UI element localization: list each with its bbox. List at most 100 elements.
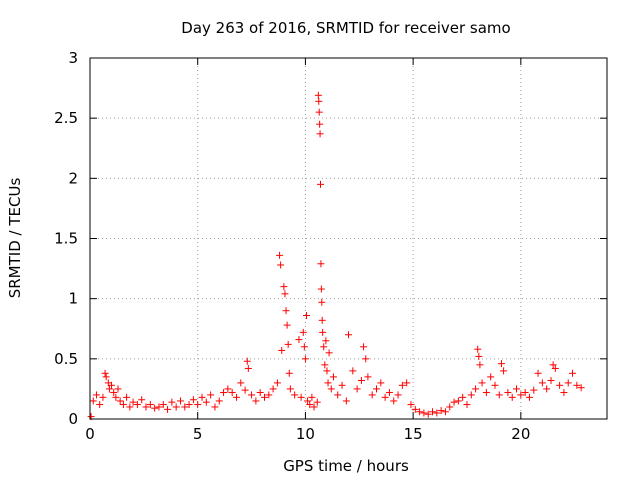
data-point-marker (573, 381, 581, 389)
data-point-marker (569, 369, 577, 377)
data-point-marker (349, 367, 357, 375)
data-point-marker (114, 385, 122, 393)
data-point-marker (96, 401, 104, 409)
data-point-marker (252, 397, 260, 405)
data-point-marker (276, 251, 284, 259)
data-point-marker (429, 408, 437, 416)
data-point-marker (338, 381, 346, 389)
data-point-marker (497, 360, 505, 368)
data-point-marker (329, 373, 337, 381)
ticks-layer: 0 5 10 15 20 0 0.5 1 1.5 2 2.5 3 (54, 49, 607, 443)
data-point-marker (316, 180, 324, 188)
data-point-marker (295, 336, 303, 344)
data-point-marker (317, 285, 325, 293)
data-point-marker (467, 391, 475, 399)
data-point-marker (181, 403, 189, 411)
data-point-marker (228, 389, 236, 397)
data-point-marker (416, 408, 424, 416)
data-point-marker (441, 408, 449, 416)
data-point-marker (530, 386, 538, 394)
points-layer (87, 91, 585, 421)
data-point-marker (459, 393, 467, 401)
data-point-marker (112, 393, 120, 401)
data-point-marker (244, 364, 252, 372)
data-point-marker (368, 391, 376, 399)
data-point-marker (314, 91, 322, 99)
data-point-marker (256, 389, 264, 397)
data-point-marker (319, 328, 327, 336)
data-point-marker (142, 403, 150, 411)
data-point-marker (394, 391, 402, 399)
data-point-marker (521, 389, 529, 397)
data-point-marker (280, 283, 288, 291)
data-point-marker (560, 389, 568, 397)
data-point-marker (476, 361, 484, 369)
data-point-marker (133, 401, 141, 409)
data-point-marker (495, 391, 503, 399)
data-point-marker (517, 391, 525, 399)
data-point-marker (322, 337, 330, 345)
data-point-marker (241, 386, 249, 394)
data-point-marker (102, 373, 110, 381)
x-tick-label: 5 (193, 425, 203, 443)
data-point-marker (433, 409, 441, 417)
x-axis-label: GPS time / hours (283, 457, 409, 475)
y-axis-label: SRMTID / TECUs (6, 178, 24, 299)
data-point-marker (318, 316, 326, 324)
chart-title: Day 263 of 2016, SRMTID for receiver sam… (181, 19, 510, 37)
x-tick-label: 15 (404, 425, 423, 443)
data-point-marker (513, 385, 521, 393)
data-point-marker (172, 403, 180, 411)
data-point-marker (260, 393, 268, 401)
y-tick-label: 0.5 (54, 350, 78, 368)
data-point-marker (478, 379, 486, 387)
data-point-marker (168, 398, 176, 406)
data-point-marker (116, 397, 124, 405)
y-tick-label: 0 (68, 410, 78, 428)
data-point-marker (308, 393, 316, 401)
data-point-marker (360, 343, 368, 351)
data-point-marker (324, 379, 332, 387)
data-point-marker (105, 385, 113, 393)
data-point-marker (437, 407, 445, 415)
data-point-marker (334, 391, 342, 399)
data-point-marker (110, 389, 118, 397)
data-point-marker (508, 393, 516, 401)
data-point-marker (318, 298, 326, 306)
data-point-marker (304, 397, 312, 405)
data-point-marker (446, 403, 454, 411)
data-point-marker (538, 379, 546, 387)
data-point-marker (472, 385, 480, 393)
data-point-marker (291, 391, 299, 399)
data-point-marker (551, 364, 559, 372)
y-tick-label: 2 (68, 169, 78, 187)
data-point-marker (283, 321, 291, 329)
data-point-marker (491, 381, 499, 389)
data-point-marker (237, 379, 245, 387)
data-point-marker (281, 290, 289, 298)
data-point-marker (198, 393, 206, 401)
data-point-marker (381, 393, 389, 401)
data-point-marker (138, 396, 146, 404)
data-point-marker (189, 396, 197, 404)
data-point-marker (377, 379, 385, 387)
data-point-marker (284, 340, 292, 348)
data-point-marker (126, 403, 134, 411)
data-point-marker (420, 409, 428, 417)
data-point-marker (482, 389, 490, 397)
data-point-marker (315, 97, 323, 105)
data-point-marker (211, 403, 219, 411)
data-point-marker (316, 130, 324, 138)
plot-frame (89, 57, 608, 420)
data-point-marker (285, 369, 293, 377)
data-point-marker (342, 397, 350, 405)
data-point-marker (357, 376, 365, 384)
x-tick-label: 0 (85, 425, 95, 443)
data-point-marker (543, 385, 551, 393)
data-point-marker (474, 345, 482, 353)
y-tick-label: 3 (68, 49, 78, 67)
y-tick-label: 2.5 (54, 109, 78, 127)
data-point-marker (317, 260, 325, 268)
data-point-marker (390, 397, 398, 405)
